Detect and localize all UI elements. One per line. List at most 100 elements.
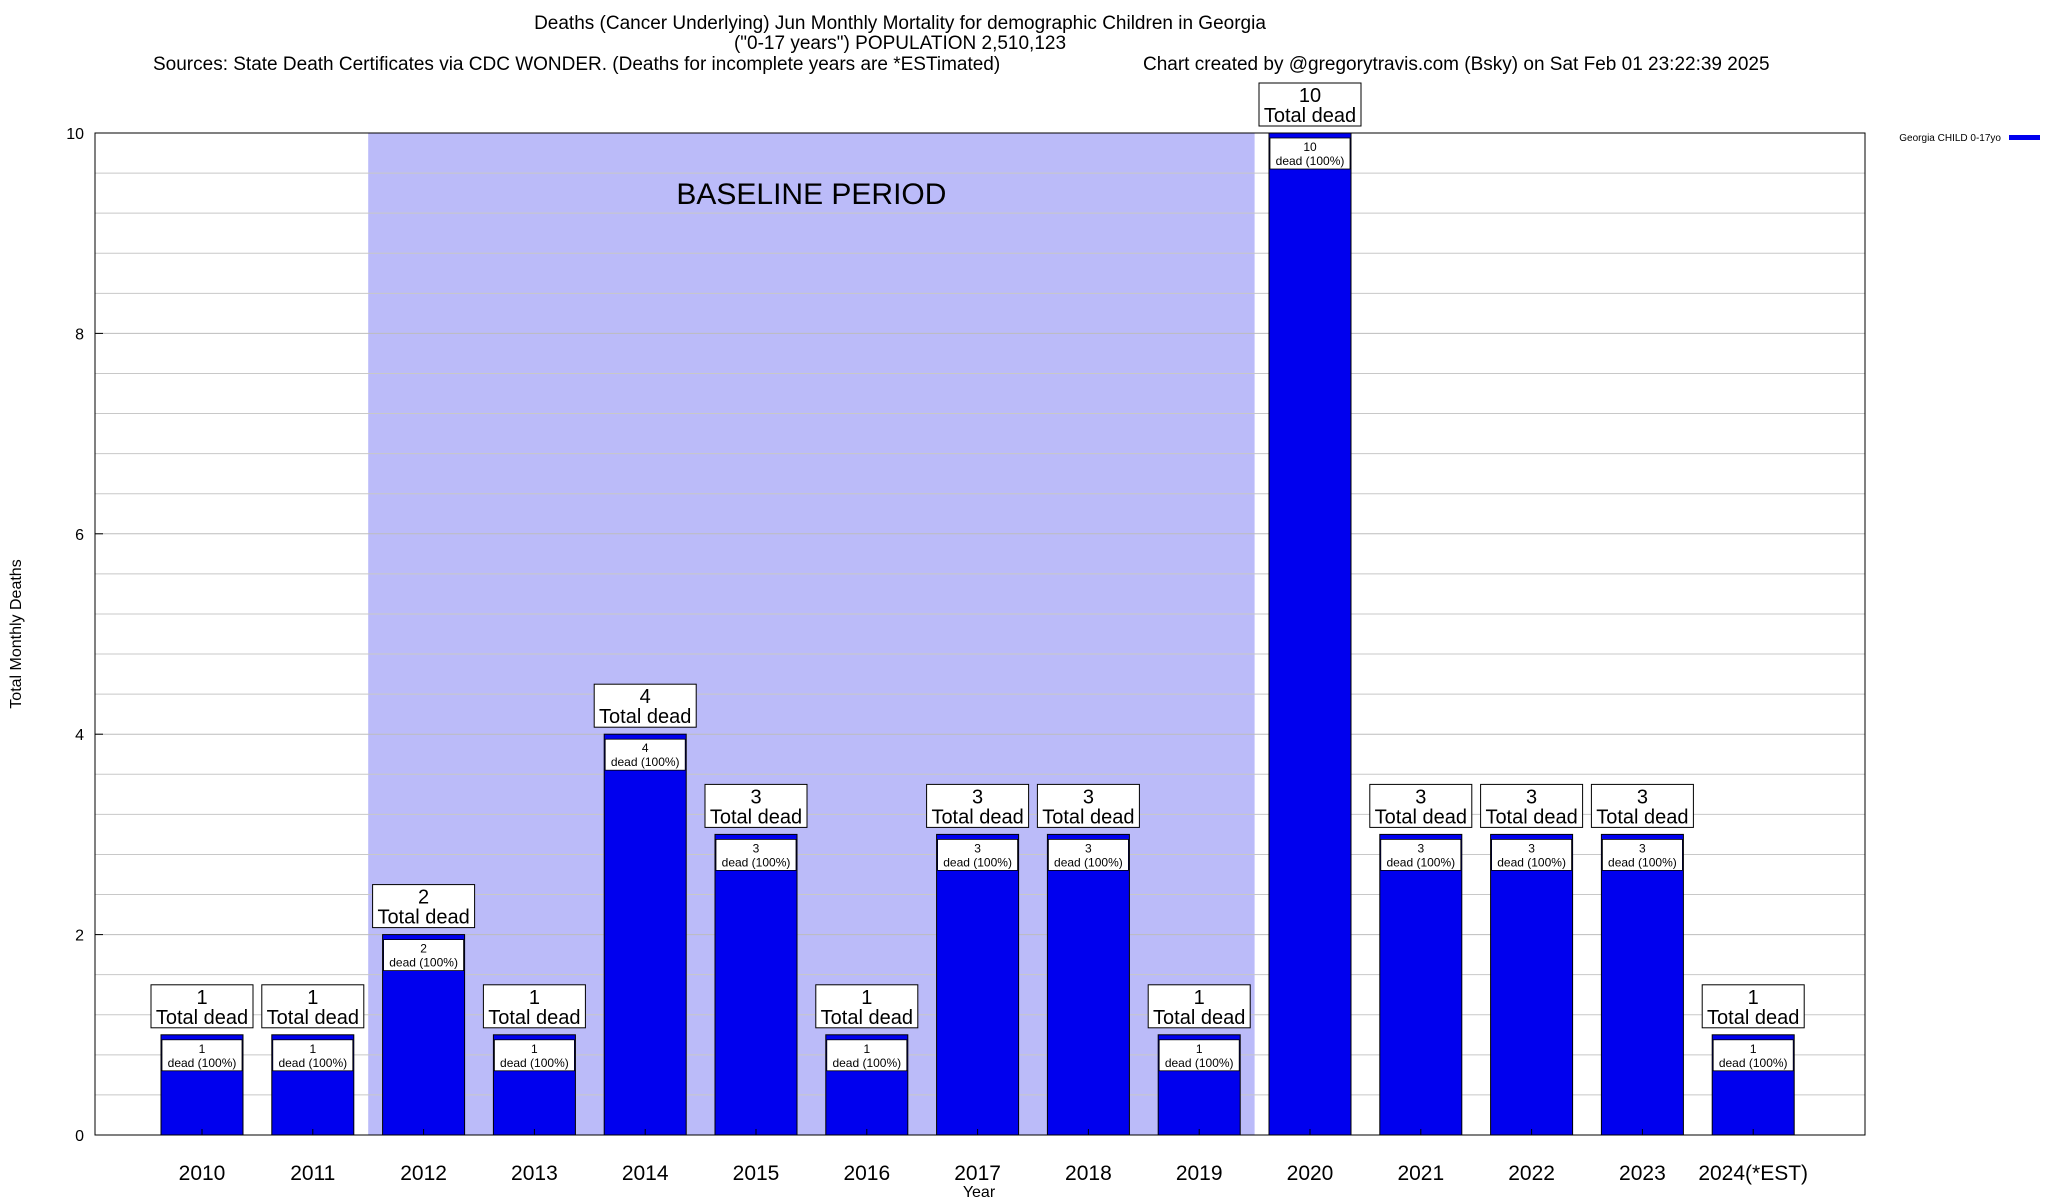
total-value-label: 1 (1748, 987, 1759, 1009)
total-value-label: 3 (1415, 786, 1426, 808)
chart-title-line2: ("0-17 years") POPULATION 2,510,123 (733, 33, 1067, 54)
total-dead-label: Total dead (267, 1007, 359, 1029)
bar-inner-label-box (272, 1039, 354, 1072)
bar-inner-value: 1 (309, 1042, 316, 1056)
bar-inner-label: dead (100%) (500, 1056, 569, 1070)
total-dead-label: Total dead (1707, 1007, 1799, 1029)
y-tick-label: 2 (75, 928, 84, 945)
bar-inner-label-box (937, 839, 1018, 871)
bar-inner-label: dead (100%) (278, 1056, 347, 1070)
bar-inner-label: dead (100%) (1165, 1056, 1234, 1070)
total-dead-label: Total dead (821, 1007, 913, 1029)
x-tick-label: 2018 (1065, 1162, 1112, 1185)
bar (1490, 833, 1574, 1136)
total-label-box (261, 984, 365, 1029)
total-label-box (1147, 984, 1251, 1029)
legend-label: Georgia CHILD 0-17yo (1899, 133, 2001, 144)
x-tick-label: 2019 (1176, 1162, 1223, 1185)
bar-inner-label-box (1602, 839, 1683, 871)
total-value-label: 1 (307, 987, 318, 1009)
bar-inner-value: 1 (1750, 1042, 1757, 1056)
total-label-box (926, 783, 1030, 828)
baseline-period-label: BASELINE PERIOD (676, 178, 946, 211)
bar-inner-value: 3 (1417, 841, 1424, 855)
total-label-box (372, 884, 476, 929)
total-dead-label: Total dead (931, 806, 1023, 828)
total-label-box (593, 683, 697, 728)
x-tick-label: 2015 (733, 1162, 780, 1185)
total-label-box (815, 984, 919, 1029)
x-tick-label: 2013 (511, 1162, 558, 1185)
bar-inner-value: 3 (753, 841, 760, 855)
total-label-box (1036, 783, 1140, 828)
total-value-label: 2 (418, 887, 429, 909)
bar-inner-label: dead (100%) (1608, 855, 1677, 869)
bar (1379, 833, 1463, 1136)
plot-frame (94, 132, 1866, 1136)
total-dead-label: Total dead (1042, 806, 1134, 828)
total-dead-label: Total dead (1375, 806, 1467, 828)
total-dead-label: Total dead (377, 907, 469, 929)
bar-inner-label-box (604, 738, 686, 771)
total-value-label: 10 (1299, 85, 1321, 107)
total-value-label: 1 (861, 987, 872, 1009)
bar (1600, 833, 1684, 1136)
bar (1046, 833, 1130, 1136)
total-value-label: 3 (972, 786, 983, 808)
x-axis-title: Year (963, 1184, 996, 1200)
bar-inner-label: dead (100%) (1054, 855, 1123, 869)
bar-inner-label-box (493, 1039, 575, 1072)
bar-inner-label: dead (100%) (168, 1056, 237, 1070)
total-dead-label: Total dead (710, 806, 802, 828)
bar-inner-label-box (1712, 1039, 1794, 1072)
x-tick-label: 2010 (179, 1162, 226, 1185)
total-label-box (1701, 984, 1805, 1029)
bar (714, 833, 798, 1136)
y-axis-title: Total Monthly Deaths (8, 559, 25, 708)
x-tick-label: 2012 (400, 1162, 447, 1185)
bar-inner-label-box (1380, 839, 1462, 871)
total-value-label: 1 (529, 987, 540, 1009)
bar-inner-label: dead (100%) (389, 956, 458, 970)
bar-inner-label: dead (100%) (611, 755, 680, 769)
bar-inner-label-box (1269, 137, 1351, 170)
bar-inner-label: dead (100%) (1276, 154, 1345, 168)
bar-inner-value: 4 (642, 741, 649, 755)
total-label-box (482, 984, 586, 1029)
y-tick-label: 4 (75, 727, 84, 744)
bar-inner-value: 2 (420, 942, 427, 956)
x-tick-label: 2014 (622, 1162, 669, 1185)
total-dead-label: Total dead (1485, 806, 1577, 828)
x-tick-label: 2017 (954, 1162, 1001, 1185)
sources-note: Sources: State Death Certificates via CD… (153, 54, 1001, 75)
total-dead-label: Total dead (156, 1007, 248, 1029)
bar-inner-value: 10 (1303, 140, 1317, 154)
total-value-label: 4 (640, 686, 651, 708)
bar (1268, 132, 1352, 1136)
total-dead-label: Total dead (1264, 105, 1356, 127)
total-value-label: 3 (1637, 786, 1648, 808)
total-value-label: 1 (1194, 987, 1205, 1009)
x-tick-label: 2023 (1619, 1162, 1666, 1185)
bar-inner-label: dead (100%) (832, 1056, 901, 1070)
y-tick-label: 10 (66, 126, 84, 143)
bar-inner-value: 1 (1196, 1042, 1203, 1056)
bar-inner-label-box (715, 839, 797, 871)
x-tick-label: 2024(*EST) (1698, 1162, 1808, 1185)
bar-inner-value: 1 (531, 1042, 538, 1056)
bar-inner-value: 1 (199, 1042, 206, 1056)
bar-inner-value: 3 (1528, 841, 1535, 855)
bar-inner-value: 3 (1085, 841, 1092, 855)
x-tick-label: 2020 (1287, 1162, 1334, 1185)
x-tick-label: 2016 (843, 1162, 890, 1185)
total-label-box (1590, 783, 1694, 828)
bar (603, 733, 687, 1136)
x-tick-label: 2021 (1397, 1162, 1444, 1185)
total-value-label: 3 (750, 786, 761, 808)
bar-inner-value: 3 (974, 841, 981, 855)
bar-inner-value: 3 (1639, 841, 1646, 855)
x-tick-label: 2011 (290, 1162, 335, 1185)
total-label-box (704, 783, 808, 828)
total-label-box (1480, 783, 1584, 828)
